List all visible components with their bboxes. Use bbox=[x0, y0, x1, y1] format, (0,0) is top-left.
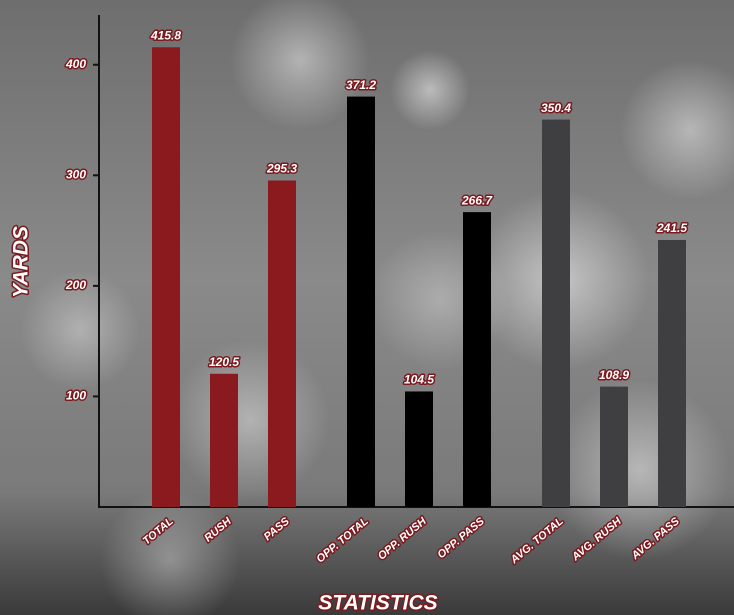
bar bbox=[268, 180, 296, 507]
x-tick-label: AVG. PASS bbox=[629, 515, 683, 563]
y-tick-label: 400 bbox=[65, 57, 86, 71]
value-label: 415.8 bbox=[150, 28, 181, 42]
x-tick-label: AVG. TOTAL bbox=[508, 515, 566, 567]
value-label: 120.5 bbox=[209, 355, 239, 369]
bar bbox=[152, 47, 180, 507]
value-label: 108.9 bbox=[599, 368, 629, 382]
bar bbox=[405, 391, 433, 507]
x-axis-title: STATISTICS bbox=[318, 592, 437, 615]
y-tick-label: 100 bbox=[66, 389, 86, 403]
x-tick-label: PASS bbox=[262, 515, 293, 543]
value-label: 266.7 bbox=[461, 193, 493, 207]
bar bbox=[210, 373, 238, 507]
bar bbox=[600, 386, 628, 507]
x-tick-label: OPP. TOTAL bbox=[314, 515, 371, 565]
bar bbox=[658, 239, 686, 507]
x-tick-label: TOTAL bbox=[141, 515, 176, 547]
bar bbox=[463, 212, 491, 507]
value-label: 241.5 bbox=[656, 221, 687, 235]
bar bbox=[347, 96, 375, 507]
value-label: 295.3 bbox=[266, 162, 297, 176]
bar bbox=[542, 119, 570, 507]
x-tick-label: RUSH bbox=[202, 515, 234, 545]
value-label: 104.5 bbox=[404, 373, 434, 387]
value-label: 350.4 bbox=[541, 101, 571, 115]
y-tick-label: 200 bbox=[65, 278, 86, 292]
y-tick-label: 300 bbox=[66, 167, 86, 181]
x-tick-label: AVG. RUSH bbox=[569, 515, 624, 564]
x-tick-label: OPP. RUSH bbox=[376, 515, 430, 563]
x-tick-label: OPP. PASS bbox=[435, 515, 487, 561]
value-label: 371.2 bbox=[346, 78, 376, 92]
y-axis-title: YARDS bbox=[10, 226, 33, 298]
